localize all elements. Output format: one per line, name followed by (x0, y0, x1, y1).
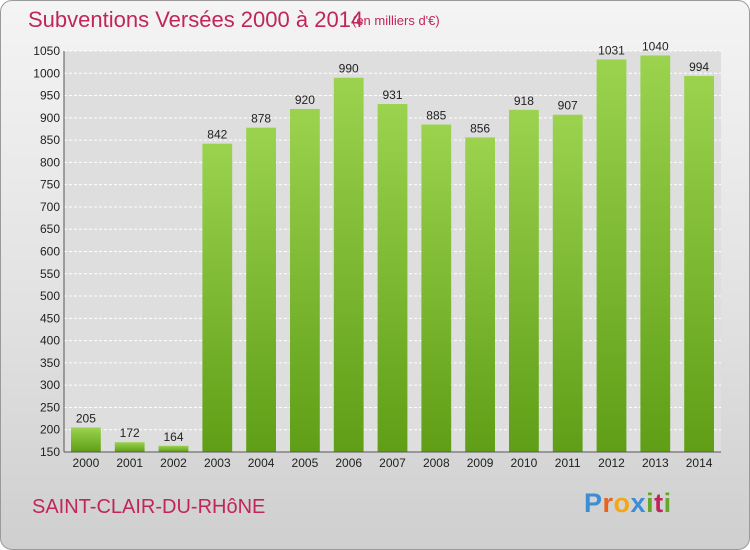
bar (684, 75, 714, 452)
y-tick-label: 650 (40, 222, 60, 236)
bar-value-label: 856 (470, 121, 490, 135)
bar (640, 55, 671, 452)
bar-value-label: 931 (382, 88, 402, 102)
bar (509, 109, 539, 453)
proxiti-logo: Proxiti (584, 488, 672, 518)
x-tick-label: 2010 (511, 456, 538, 470)
x-tick-label: 2000 (73, 456, 100, 470)
x-tick-label: 2013 (642, 456, 669, 470)
y-tick-label: 1000 (33, 66, 60, 80)
chart-title: Subventions Versées 2000 à 2014 (28, 7, 364, 32)
bar (377, 104, 408, 452)
bar (71, 427, 101, 452)
bar (333, 77, 364, 452)
bar (246, 127, 276, 452)
x-tick-label: 2002 (160, 456, 187, 470)
bar-value-label: 994 (689, 60, 709, 74)
bar (596, 59, 627, 453)
bar-value-label: 172 (120, 426, 140, 440)
x-tick-label: 2001 (116, 456, 143, 470)
bar-value-label: 885 (426, 109, 446, 123)
y-tick-label: 750 (40, 178, 60, 192)
chart-subtitle: (en milliers d'€) (352, 13, 440, 28)
y-tick-label: 550 (40, 267, 60, 281)
bar-value-label: 907 (558, 99, 578, 113)
y-tick-label: 250 (40, 400, 60, 414)
y-tick-label: 500 (40, 289, 60, 303)
bar-value-label: 1031 (598, 43, 625, 57)
y-tick-label: 950 (40, 89, 60, 103)
bar-value-label: 918 (514, 94, 534, 108)
bar (202, 143, 233, 453)
bar (465, 137, 495, 452)
y-tick-label: 200 (40, 423, 60, 437)
x-tick-label: 2005 (292, 456, 319, 470)
y-tick-label: 700 (40, 200, 60, 214)
y-tick-label: 1050 (33, 44, 60, 58)
x-tick-label: 2014 (686, 456, 713, 470)
x-tick-label: 2008 (423, 456, 450, 470)
bar-value-label: 1040 (642, 39, 669, 53)
y-tick-label: 350 (40, 356, 60, 370)
bar-value-label: 205 (76, 411, 96, 425)
y-tick-label: 150 (40, 445, 60, 459)
x-tick-label: 2003 (204, 456, 231, 470)
x-tick-label: 2007 (379, 456, 406, 470)
bar (158, 445, 189, 452)
bar (290, 108, 320, 452)
x-tick-label: 2004 (248, 456, 275, 470)
x-tick-label: 2012 (598, 456, 625, 470)
bar (421, 124, 452, 453)
y-tick-label: 300 (40, 378, 60, 392)
y-tick-label: 450 (40, 311, 60, 325)
y-tick-label: 800 (40, 155, 60, 169)
bar-value-label: 920 (295, 93, 315, 107)
y-tick-label: 900 (40, 111, 60, 125)
x-tick-label: 2009 (467, 456, 494, 470)
bar-value-label: 842 (207, 128, 227, 142)
x-tick-label: 2006 (335, 456, 362, 470)
bar-value-label: 990 (339, 62, 359, 76)
y-tick-label: 850 (40, 133, 60, 147)
commune-name: SAINT-CLAIR-DU-RHôNE (32, 496, 266, 518)
y-tick-label: 600 (40, 245, 60, 259)
bar-value-label: 878 (251, 112, 271, 126)
bar (114, 442, 145, 452)
bar-value-label: 164 (163, 430, 183, 444)
x-tick-label: 2011 (555, 456, 581, 470)
y-tick-label: 400 (40, 334, 60, 348)
bar (552, 114, 583, 452)
